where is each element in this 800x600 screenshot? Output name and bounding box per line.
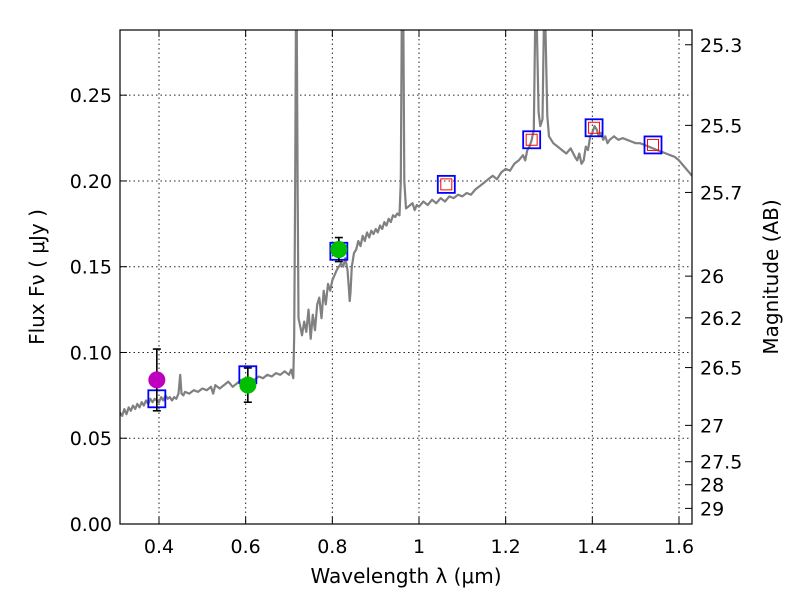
- y-axis-label: Flux Fν ( μJy ): [25, 209, 49, 345]
- model-point-square: [584, 118, 604, 138]
- x-axis-label: Wavelength λ (μm): [310, 564, 501, 588]
- y-tick-label: 0.00: [70, 514, 112, 536]
- right-tick-label: 27.5: [700, 452, 742, 474]
- observed-point: [239, 376, 257, 394]
- x-tick-label: 0.8: [317, 536, 347, 558]
- model-point-square: [436, 174, 456, 194]
- upper-limit-square: [647, 138, 659, 151]
- right-tick-label: 27: [700, 415, 724, 437]
- right-tick-label: 26.2: [700, 308, 742, 330]
- right-tick-label: 28: [700, 475, 724, 497]
- observed-point: [148, 371, 166, 389]
- marker-layer: [147, 118, 663, 412]
- x-tick-label: 1.6: [664, 536, 694, 558]
- x-tick-label: 1.4: [577, 536, 607, 558]
- x-tick-label: 1: [413, 536, 425, 558]
- y-tick-label: 0.05: [70, 428, 112, 450]
- y-tick-label: 0.25: [70, 85, 112, 107]
- upper-limit-square: [525, 133, 538, 146]
- upper-limit-square: [588, 121, 601, 134]
- x-tick-label: 1.2: [491, 536, 521, 558]
- right-tick-label: 25.7: [700, 182, 742, 204]
- right-tick-label: 25.5: [700, 115, 742, 137]
- y-tick-label: 0.10: [70, 342, 112, 364]
- observed-point: [330, 241, 348, 259]
- right-tick-label: 29: [700, 498, 724, 520]
- model-point-square: [522, 130, 542, 150]
- y-tick-label: 0.15: [70, 257, 112, 279]
- grid-layer: [120, 30, 692, 524]
- x-tick-label: 0.6: [231, 536, 261, 558]
- right-tick-label: 25.3: [700, 35, 742, 57]
- y-right-axis-label: Magnitude (AB): [759, 199, 783, 354]
- x-tick-label: 0.4: [144, 536, 174, 558]
- y-tick-label: 0.20: [70, 171, 112, 193]
- spectrum-layer: [120, 30, 692, 417]
- model-spectrum-line: [120, 30, 692, 417]
- upper-limit-square: [440, 178, 453, 191]
- plot-frame: [119, 29, 693, 525]
- model-point-square: [643, 135, 663, 155]
- tick-layer: 0.4 0.6 0.8 1 1.2 1.4 1.6 0.00 0.05 0.10 0.15 0.20 0…: [70, 30, 742, 558]
- right-tick-label: 26: [700, 266, 724, 288]
- right-tick-label: 26.5: [700, 358, 742, 380]
